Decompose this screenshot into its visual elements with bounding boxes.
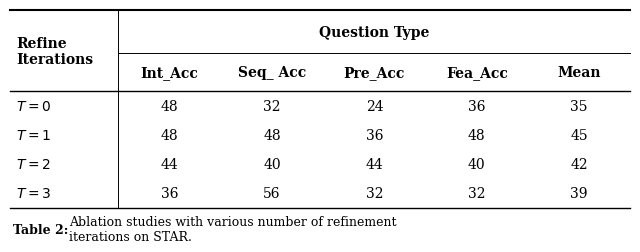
Text: $T = 2$: $T = 2$ (16, 158, 51, 171)
Text: Fea_Acc: Fea_Acc (446, 66, 508, 80)
Text: Seq_ Acc: Seq_ Acc (238, 66, 306, 80)
Text: $T = 0$: $T = 0$ (16, 100, 51, 113)
Text: 40: 40 (263, 158, 281, 171)
Text: Refine
Iterations: Refine Iterations (16, 37, 93, 67)
Text: 39: 39 (570, 186, 588, 200)
Text: Int_Acc: Int_Acc (141, 66, 198, 80)
Text: $T = 1$: $T = 1$ (16, 129, 51, 142)
Text: Pre_Acc: Pre_Acc (344, 66, 405, 80)
Text: 44: 44 (161, 158, 179, 171)
Text: 44: 44 (365, 158, 383, 171)
Text: Ablation studies with various number of refinement
iterations on STAR.: Ablation studies with various number of … (69, 215, 397, 243)
Text: Table 2:: Table 2: (13, 223, 72, 236)
Text: 36: 36 (468, 100, 486, 113)
Text: Mean: Mean (557, 66, 601, 80)
Text: 40: 40 (468, 158, 486, 171)
Text: 48: 48 (468, 129, 486, 142)
Text: 45: 45 (570, 129, 588, 142)
Text: 36: 36 (161, 186, 179, 200)
Text: 24: 24 (365, 100, 383, 113)
Text: 42: 42 (570, 158, 588, 171)
Text: 32: 32 (365, 186, 383, 200)
Text: 56: 56 (263, 186, 281, 200)
Text: 32: 32 (468, 186, 486, 200)
Text: $T = 3$: $T = 3$ (16, 186, 51, 200)
Text: 48: 48 (161, 100, 179, 113)
Text: Question Type: Question Type (319, 26, 429, 40)
Text: 36: 36 (365, 129, 383, 142)
Text: 35: 35 (570, 100, 588, 113)
Text: 48: 48 (161, 129, 179, 142)
Text: 32: 32 (263, 100, 281, 113)
Text: 48: 48 (263, 129, 281, 142)
